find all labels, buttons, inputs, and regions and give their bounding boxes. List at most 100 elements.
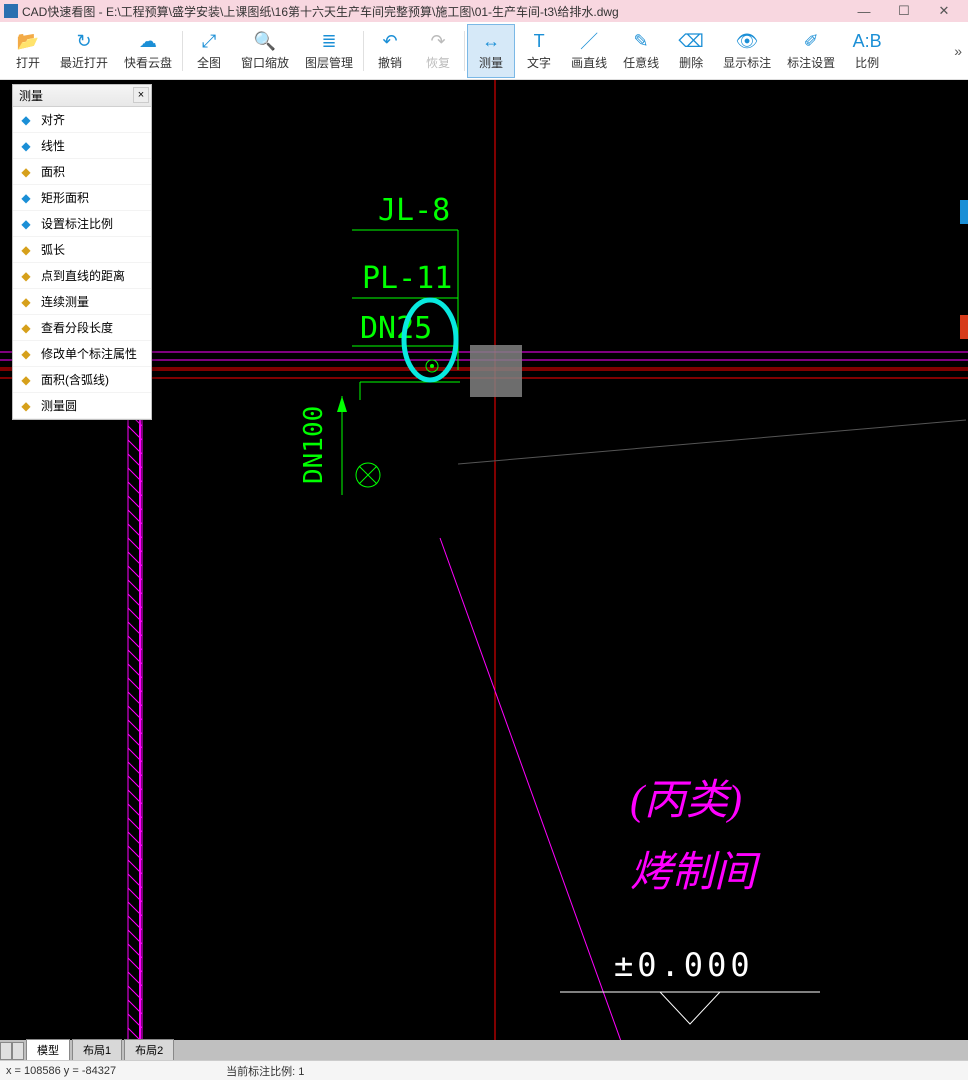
window-title: CAD快速看图 - E:\工程预算\盛学安装\上课图纸\16第十六天生产车间完整… — [22, 3, 844, 20]
tab-nav-first-icon[interactable] — [0, 1042, 12, 1060]
toolbar-icon: T — [528, 30, 550, 52]
toolbar-icon: ☁ — [137, 30, 159, 52]
dropdown-item-icon: ◆ — [17, 164, 35, 180]
status-coords: x = 108586 y = -84327 — [6, 1065, 116, 1077]
toolbar-label: 恢复 — [426, 54, 450, 71]
minimize-button[interactable]: — — [844, 0, 884, 22]
svg-text:DN100: DN100 — [299, 406, 329, 484]
dropdown-item-label: 矩形面积 — [41, 189, 89, 206]
svg-text:PL-11: PL-11 — [362, 261, 452, 296]
toolbar-label: 撤销 — [378, 54, 402, 71]
toolbar-label: 显示标注 — [723, 54, 771, 71]
dropdown-item-icon: ◆ — [17, 372, 35, 388]
dropdown-item-label: 连续测量 — [41, 293, 89, 310]
tab-布局2[interactable]: 布局2 — [124, 1039, 174, 1060]
dropdown-item-矩形面积[interactable]: ◆ 矩形面积 — [13, 185, 151, 211]
toolbar-最近打开[interactable]: ↻最近打开 — [52, 24, 116, 78]
dropdown-item-修改单个标注属性[interactable]: ◆ 修改单个标注属性 — [13, 341, 151, 367]
side-tab-blue[interactable] — [960, 200, 968, 224]
dropdown-item-查看分段长度[interactable]: ◆ 查看分段长度 — [13, 315, 151, 341]
dropdown-item-面积[interactable]: ◆ 面积 — [13, 159, 151, 185]
toolbar-label: 任意线 — [623, 54, 659, 71]
dropdown-item-测量圆[interactable]: ◆测量圆 — [13, 393, 151, 419]
toolbar-标注设置[interactable]: ✐ 标注设置 — [779, 24, 843, 78]
toolbar-测量[interactable]: ↔ 测量 — [467, 24, 515, 78]
tab-nav-prev-icon[interactable] — [12, 1042, 24, 1060]
dropdown-item-icon: ◆ — [17, 346, 35, 362]
toolbar-恢复[interactable]: ↷恢复 — [414, 24, 462, 78]
toolbar-icon: 👁 — [736, 30, 758, 52]
toolbar-icon: ↔ — [480, 30, 502, 52]
tab-布局1[interactable]: 布局1 — [72, 1039, 122, 1060]
toolbar-画直线[interactable]: ／画直线 — [563, 24, 615, 78]
toolbar-more-icon[interactable]: » — [954, 43, 962, 59]
dropdown-item-icon: ◆ — [17, 268, 35, 284]
layout-tabbar: 模型布局1布局2 — [0, 1040, 968, 1060]
toolbar-比例[interactable]: A:B比例 — [843, 24, 891, 78]
toolbar-label: 删除 — [679, 54, 703, 71]
svg-text:烤制间: 烤制间 — [630, 850, 761, 896]
toolbar-删除[interactable]: ⌫删除 — [667, 24, 715, 78]
toolbar-icon: ✐ — [800, 30, 822, 52]
svg-text:JL-8: JL-8 — [378, 193, 450, 228]
toolbar-icon: A:B — [856, 30, 878, 52]
dropdown-item-icon: ◆ — [17, 190, 35, 206]
maximize-button[interactable]: ☐ — [884, 0, 924, 22]
status-scale: 当前标注比例: 1 — [226, 1063, 304, 1079]
dropdown-item-label: 对齐 — [41, 111, 65, 128]
toolbar-label: 标注设置 — [787, 54, 835, 71]
dropdown-item-label: 面积(含弧线) — [41, 371, 109, 388]
toolbar-icon: ↶ — [379, 30, 401, 52]
dropdown-item-对齐[interactable]: ◆ 对齐 — [13, 107, 151, 133]
measure-dropdown: 测量 × ◆对齐◆线性◆面积◆矩形面积◆设置标注比例◆弧长◆点到直线的距离◆连续… — [12, 84, 152, 420]
dropdown-item-线性[interactable]: ◆线性 — [13, 133, 151, 159]
toolbar-文字[interactable]: T 文字 — [515, 24, 563, 78]
toolbar-icon: ⤢ — [198, 30, 220, 52]
toolbar-图层管理[interactable]: ≣图层管理 — [297, 24, 361, 78]
dropdown-item-icon: ◆ — [17, 138, 35, 154]
toolbar-label: 全图 — [197, 54, 221, 71]
dropdown-item-点到直线的距离[interactable]: ◆ 点到直线的距离 — [13, 263, 151, 289]
dropdown-item-label: 面积 — [41, 163, 65, 180]
close-button[interactable]: ✕ — [924, 0, 964, 22]
dropdown-header[interactable]: 测量 × — [13, 85, 151, 107]
dropdown-item-label: 修改单个标注属性 — [41, 345, 137, 362]
svg-text:±0.000: ±0.000 — [614, 946, 754, 984]
dropdown-item-设置标注比例[interactable]: ◆ 设置标注比例 — [13, 211, 151, 237]
svg-text:DN25: DN25 — [360, 311, 432, 346]
dropdown-item-label: 点到直线的距离 — [41, 267, 125, 284]
dropdown-close-icon[interactable]: × — [133, 87, 149, 103]
toolbar-label: 文字 — [527, 54, 551, 71]
toolbar-label: 打开 — [16, 54, 40, 71]
dropdown-item-icon: ◆ — [17, 320, 35, 336]
toolbar-全图[interactable]: ⤢ 全图 — [185, 24, 233, 78]
toolbar-icon: ✎ — [630, 30, 652, 52]
dropdown-item-label: 设置标注比例 — [41, 215, 113, 232]
toolbar-显示标注[interactable]: 👁 显示标注 — [715, 24, 779, 78]
toolbar-撤销[interactable]: ↶ 撤销 — [366, 24, 414, 78]
toolbar-窗口缩放[interactable]: 🔍 窗口缩放 — [233, 24, 297, 78]
dropdown-item-icon: ◆ — [17, 216, 35, 232]
toolbar-icon: ≣ — [318, 30, 340, 52]
toolbar-label: 窗口缩放 — [241, 54, 289, 71]
toolbar-任意线[interactable]: ✎ 任意线 — [615, 24, 667, 78]
dropdown-item-icon: ◆ — [17, 294, 35, 310]
dropdown-item-弧长[interactable]: ◆弧长 — [13, 237, 151, 263]
titlebar: CAD快速看图 - E:\工程预算\盛学安装\上课图纸\16第十六天生产车间完整… — [0, 0, 968, 22]
dropdown-item-icon: ◆ — [17, 398, 35, 414]
statusbar: x = 108586 y = -84327 当前标注比例: 1 — [0, 1060, 968, 1080]
toolbar-快看云盘[interactable]: ☁ 快看云盘 — [116, 24, 180, 78]
toolbar-打开[interactable]: 📂打开 — [4, 24, 52, 78]
tab-模型[interactable]: 模型 — [26, 1039, 70, 1060]
toolbar-label: 快看云盘 — [124, 54, 172, 71]
toolbar-label: 最近打开 — [60, 54, 108, 71]
toolbar-label: 测量 — [479, 54, 503, 71]
side-tab-red[interactable] — [960, 315, 968, 339]
dropdown-item-面积(含弧线)[interactable]: ◆ 面积(含弧线) — [13, 367, 151, 393]
dropdown-item-label: 查看分段长度 — [41, 319, 113, 336]
dropdown-title: 测量 — [19, 87, 43, 104]
dropdown-item-label: 弧长 — [41, 241, 65, 258]
dropdown-item-icon: ◆ — [17, 112, 35, 128]
toolbar-icon: 🔍 — [254, 30, 276, 52]
dropdown-item-连续测量[interactable]: ◆ 连续测量 — [13, 289, 151, 315]
